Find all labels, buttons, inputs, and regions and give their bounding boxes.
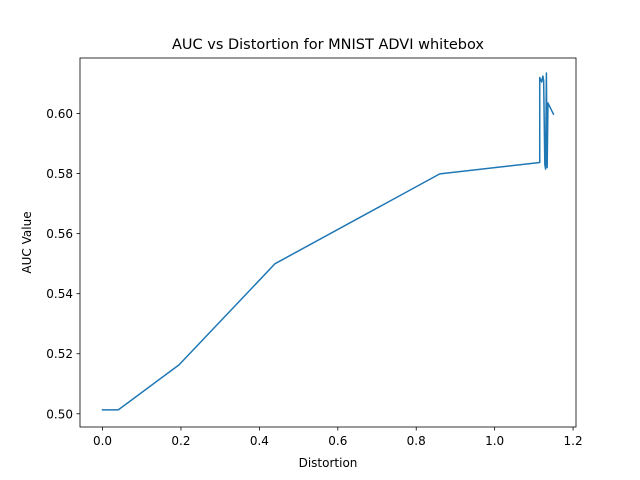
y-tick-label: 0.50 bbox=[46, 407, 73, 421]
y-tick-label: 0.60 bbox=[46, 107, 73, 121]
y-tick-label: 0.54 bbox=[46, 287, 73, 301]
x-tick-label: 0.8 bbox=[407, 434, 426, 448]
x-axis-label: Distortion bbox=[299, 456, 358, 470]
y-tick-label: 0.58 bbox=[46, 167, 73, 181]
y-axis: 0.50 0.52 0.54 0.56 0.58 0.60 bbox=[46, 107, 80, 421]
y-tick-label: 0.56 bbox=[46, 227, 73, 241]
series-line-0 bbox=[101, 72, 555, 411]
plot-area bbox=[101, 72, 555, 411]
x-tick-label: 0.2 bbox=[171, 434, 190, 448]
y-tick-label: 0.52 bbox=[46, 347, 73, 361]
x-tick-label: 0.4 bbox=[250, 434, 269, 448]
x-axis: 0.0 0.2 0.4 0.6 0.8 1.0 1.2 bbox=[93, 427, 583, 448]
chart-title: AUC vs Distortion for MNIST ADVI whitebo… bbox=[172, 37, 484, 53]
x-tick-label: 0.6 bbox=[328, 434, 347, 448]
x-tick-label: 1.0 bbox=[485, 434, 504, 448]
x-tick-label: 1.2 bbox=[564, 434, 583, 448]
y-axis-label: AUC Value bbox=[20, 211, 34, 273]
axes-frame bbox=[79, 57, 577, 428]
x-tick-label: 0.0 bbox=[93, 434, 112, 448]
